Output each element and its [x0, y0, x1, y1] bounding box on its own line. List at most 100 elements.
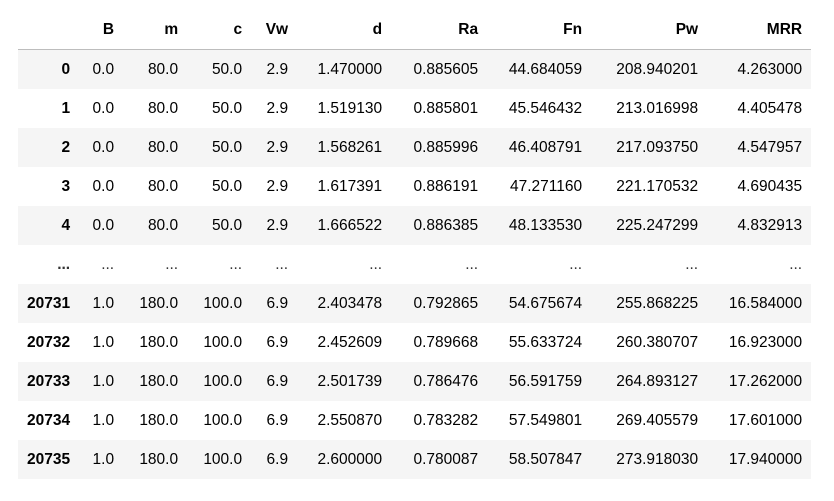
cell-m: 180.0	[139, 372, 179, 390]
cell-m: 180.0	[139, 294, 179, 312]
cell-MRR: 4.547957	[737, 138, 803, 156]
table-row: 0 0.0 80.0 50.0 2.9 1.470000 0.885605 44.684059…	[18, 49, 812, 89]
cell-d: 2.600000	[317, 450, 383, 468]
cell-MRR: 4.690435	[737, 177, 803, 195]
cell-Pw: 255.868225	[616, 294, 699, 312]
cell-c: 50.0	[211, 99, 243, 117]
cell-m: 80.0	[147, 177, 179, 195]
cell-m: ...	[165, 255, 179, 273]
cell-MRR: 16.584000	[728, 294, 803, 312]
cell-Vw: 2.9	[266, 99, 289, 117]
cell-Vw: 6.9	[266, 333, 289, 351]
table-row: 2 0.0 80.0 50.0 2.9 1.568261 0.885996 46.408791…	[18, 128, 812, 167]
cell-B: 0.0	[92, 177, 115, 195]
cell-MRR: 4.263000	[737, 60, 803, 78]
table-row: 3 0.0 80.0 50.0 2.9 1.617391 0.886191 47.271160…	[18, 167, 811, 206]
cell-Vw: 6.9	[266, 372, 289, 390]
cell-Vw: 2.9	[266, 177, 289, 195]
row-index: 2	[61, 138, 71, 156]
row-index: 0	[61, 60, 71, 78]
cell-m: 80.0	[147, 60, 179, 78]
cell-m: 80.0	[147, 216, 179, 234]
cell-Pw: 273.918030	[616, 450, 699, 468]
table-row: 20733 1.0 180.0 100.0 6.9 2.501739 0.786476 56.…	[18, 362, 812, 401]
cell-Fn: 58.507847	[508, 450, 583, 468]
row-index: 20732	[27, 333, 71, 351]
cell-Fn: 45.546432	[508, 99, 583, 117]
cell-Vw: 6.9	[266, 294, 289, 312]
cell-B: 0.0	[92, 99, 115, 117]
cell-Pw: 217.093750	[616, 138, 699, 156]
cell-Vw: 2.9	[266, 60, 289, 78]
row-index: 20734	[27, 411, 71, 429]
cell-Vw: 2.9	[266, 216, 289, 234]
cell-B: 0.0	[92, 60, 115, 78]
header-row: B m c Vw d Ra Fn Pw MRR	[18, 10, 812, 50]
cell-MRR: 17.262000	[728, 372, 803, 390]
cell-d: 2.501739	[317, 372, 383, 390]
cell-Vw: 6.9	[266, 450, 289, 468]
row-index: 20735	[27, 450, 71, 468]
cell-Fn: 46.408791	[508, 138, 583, 156]
cell-m: 80.0	[147, 99, 179, 117]
cell-B: ...	[101, 255, 115, 273]
cell-MRR: ...	[789, 255, 803, 273]
cell-B: 1.0	[92, 294, 115, 312]
cell-d: 1.666522	[317, 216, 383, 234]
row-index: ...	[57, 255, 71, 273]
row-index: 1	[61, 99, 71, 117]
cell-MRR: 4.405478	[737, 99, 803, 117]
cell-Fn: 47.271160	[509, 177, 583, 195]
cell-Fn: 48.133530	[508, 216, 583, 234]
cell-c: 100.0	[203, 450, 243, 468]
cell-Pw: 269.405579	[616, 411, 699, 429]
cell-MRR: 4.832913	[737, 216, 803, 234]
cell-B: 0.0	[92, 216, 115, 234]
cell-Ra: 0.886191	[413, 177, 479, 195]
cell-Ra: 0.885605	[413, 60, 479, 78]
column-header-MRR: MRR	[707, 10, 812, 50]
column-header-Vw: Vw	[251, 10, 298, 50]
cell-Vw: ...	[275, 255, 289, 273]
row-index: 20733	[27, 372, 71, 390]
table-row: 20732 1.0 180.0 100.0 6.9 2.452609 0.789668 55.…	[18, 323, 811, 362]
index-header	[18, 10, 80, 50]
column-header-B: B	[79, 10, 124, 50]
cell-B: 1.0	[92, 411, 115, 429]
cell-Fn: ...	[569, 255, 583, 273]
column-header-m: m	[123, 10, 188, 50]
cell-MRR: 17.940000	[728, 450, 803, 468]
cell-Ra: 0.885801	[413, 99, 479, 117]
cell-Fn: 56.591759	[508, 372, 583, 390]
cell-Pw: 225.247299	[616, 216, 699, 234]
cell-c: ...	[229, 255, 243, 273]
cell-Pw: 208.940201	[616, 60, 699, 78]
cell-B: 1.0	[92, 372, 115, 390]
table-row: 1 0.0 80.0 50.0 2.9 1.519130 0.885801 45.546432…	[18, 89, 811, 128]
cell-m: 80.0	[147, 138, 179, 156]
row-index: 20731	[27, 294, 71, 312]
cell-c: 100.0	[203, 333, 243, 351]
cell-Pw: 260.380707	[616, 333, 699, 351]
cell-c: 50.0	[211, 177, 243, 195]
cell-B: 0.0	[92, 138, 115, 156]
table-row: 20734 1.0 180.0 100.0 6.9 2.550870 0.783282 57.…	[18, 401, 811, 440]
row-index: 3	[61, 177, 71, 195]
cell-d: 1.617391	[317, 177, 383, 195]
cell-c: 50.0	[211, 138, 243, 156]
cell-Ra: ...	[465, 255, 479, 273]
cell-c: 100.0	[203, 411, 243, 429]
column-header-Fn: Fn	[487, 10, 592, 50]
column-header-Ra: Ra	[391, 10, 488, 50]
cell-d: 2.403478	[317, 294, 383, 312]
cell-Vw: 2.9	[266, 138, 289, 156]
cell-m: 180.0	[139, 450, 179, 468]
table-row: 20735 1.0 180.0 100.0 6.9 2.600000 0.780087 58.…	[18, 440, 812, 479]
cell-MRR: 16.923000	[728, 333, 803, 351]
cell-c: 50.0	[211, 216, 243, 234]
dataframe-table: B m c Vw d Ra Fn Pw MRR 0 0.0 80.0 50.0 2.9 1…	[18, 10, 812, 479]
row-index: 4	[61, 216, 71, 234]
cell-Pw: 213.016998	[616, 99, 699, 117]
cell-Ra: 0.780087	[413, 450, 479, 468]
column-header-d: d	[297, 10, 392, 50]
